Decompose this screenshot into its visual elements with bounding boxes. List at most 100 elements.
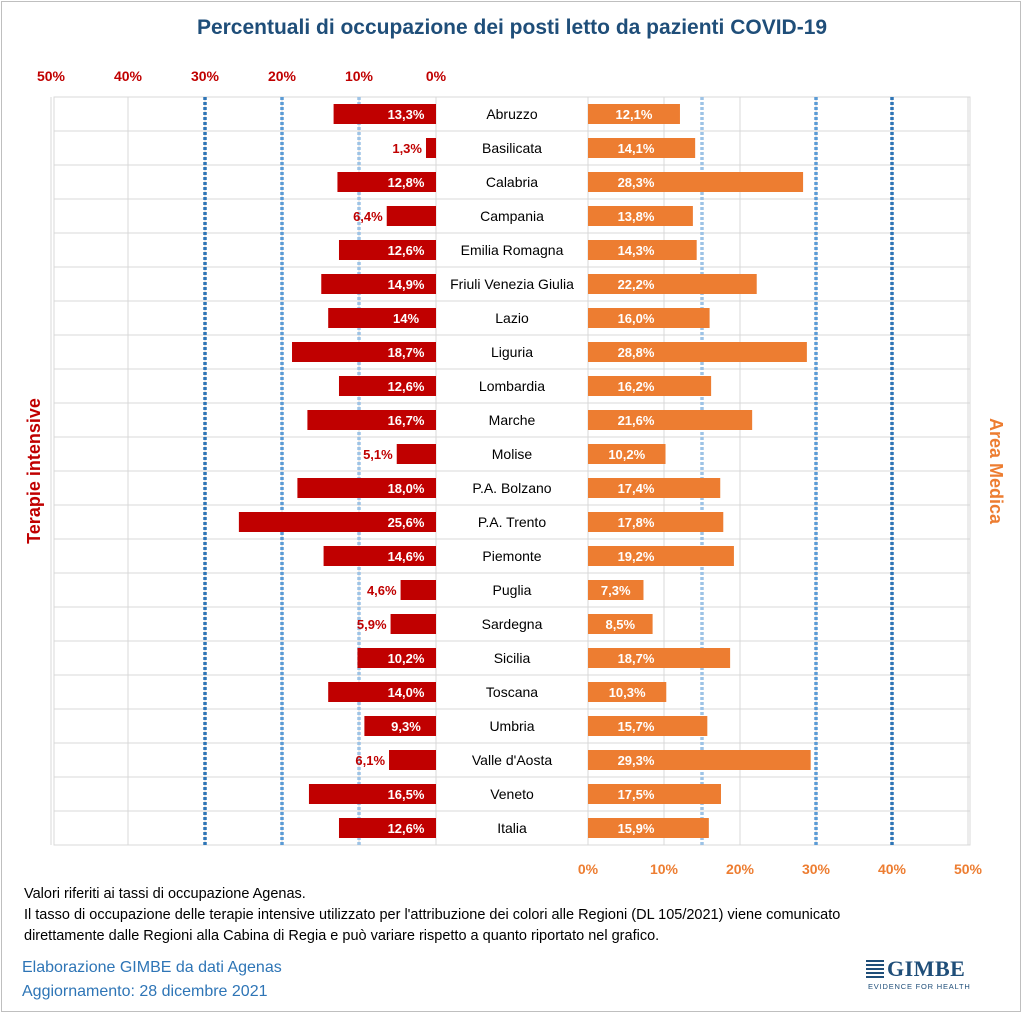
category-label: Molise xyxy=(492,446,533,462)
left-bar xyxy=(425,138,436,158)
chart-title: Percentuali di occupazione dei posti let… xyxy=(196,16,828,39)
right-series-title: Area Medica xyxy=(986,418,1006,525)
right-bar xyxy=(588,512,724,532)
left-bar-label: 14% xyxy=(393,311,419,326)
left-bar-label: 16,5% xyxy=(388,787,425,802)
category-label: Campania xyxy=(480,208,544,224)
right-bar-label: 7,3% xyxy=(601,583,631,598)
right-bar-label: 21,6% xyxy=(618,413,655,428)
right-bar-label: 16,2% xyxy=(618,379,655,394)
right-bar xyxy=(588,342,807,362)
left-axis-tick-label: 40% xyxy=(114,68,143,84)
gimbe-logo: GIMBE EVIDENCE FOR HEALTH xyxy=(866,956,986,991)
left-bar xyxy=(308,784,436,804)
updated-text: Aggiornamento: 28 dicembre 2021 xyxy=(22,983,268,1000)
left-bar xyxy=(337,172,436,192)
left-bar xyxy=(328,682,436,702)
right-bar-label: 12,1% xyxy=(616,107,653,122)
right-bar xyxy=(588,750,811,770)
left-bar-label: 4,6% xyxy=(367,583,397,598)
right-bar xyxy=(588,138,696,158)
category-label: Emilia Romagna xyxy=(461,242,564,258)
right-axis-tick-label: 0% xyxy=(578,861,599,877)
left-bar-label: 1,3% xyxy=(392,141,422,156)
left-bar xyxy=(338,240,436,260)
right-bar xyxy=(588,818,709,838)
category-label: Lazio xyxy=(495,310,529,326)
right-bar xyxy=(588,648,731,668)
left-bar-label: 12,8% xyxy=(388,175,425,190)
right-axis-tick-label: 30% xyxy=(802,861,831,877)
footer: Elaborazione GIMBE da dati Agenas Aggior… xyxy=(22,956,282,1004)
category-label: Basilicata xyxy=(482,140,542,156)
right-axis-tick-label: 50% xyxy=(954,861,983,877)
logo-tagline: EVIDENCE FOR HEALTH xyxy=(868,982,971,991)
left-bar xyxy=(357,648,436,668)
right-bar xyxy=(588,716,708,736)
category-label: Marche xyxy=(489,412,536,428)
left-bar-label: 12,6% xyxy=(388,379,425,394)
left-bar xyxy=(386,206,436,226)
left-bar xyxy=(338,818,436,838)
right-bar xyxy=(588,376,712,396)
left-bar-label: 14,6% xyxy=(388,549,425,564)
right-bar-label: 19,2% xyxy=(618,549,655,564)
left-bar xyxy=(321,274,436,294)
left-series-title: Terapie intensive xyxy=(24,398,44,544)
left-axis-tick-label: 10% xyxy=(345,68,374,84)
left-bar xyxy=(292,342,436,362)
left-bar xyxy=(400,580,436,600)
right-bar-label: 10,3% xyxy=(609,685,646,700)
right-bar-label: 15,7% xyxy=(618,719,655,734)
category-label: P.A. Bolzano xyxy=(472,480,551,496)
right-bar xyxy=(588,410,753,430)
right-bar xyxy=(588,172,804,192)
right-bar-label: 8,5% xyxy=(605,617,635,632)
right-bar xyxy=(588,546,734,566)
logo-word: GIMBE xyxy=(887,956,966,981)
category-label: Sardegna xyxy=(482,616,543,632)
left-axis-tick-label: 30% xyxy=(191,68,220,84)
right-bar xyxy=(588,614,653,634)
category-label: Lombardia xyxy=(479,378,545,394)
right-bar-label: 22,2% xyxy=(618,277,655,292)
right-bar xyxy=(588,240,697,260)
gimbe-logo-icon xyxy=(866,960,884,978)
category-label: Piemonte xyxy=(482,548,541,564)
right-bar-label: 17,4% xyxy=(618,481,655,496)
right-axis-tick-label: 20% xyxy=(726,861,755,877)
right-bar-label: 10,2% xyxy=(608,447,645,462)
left-bar xyxy=(328,308,436,328)
left-bar-label: 14,0% xyxy=(388,685,425,700)
left-bar-label: 16,7% xyxy=(388,413,425,428)
left-axis-tick-label: 50% xyxy=(37,68,66,84)
right-bar xyxy=(588,580,644,600)
left-bar-label: 12,6% xyxy=(388,821,425,836)
note-line-3: direttamente dalle Regioni alla Cabina d… xyxy=(24,928,660,944)
right-bar-label: 18,7% xyxy=(618,651,655,666)
category-label: Puglia xyxy=(493,582,532,598)
right-bar xyxy=(588,104,680,124)
right-bar-label: 28,8% xyxy=(618,345,655,360)
right-bar-label: 29,3% xyxy=(618,753,655,768)
right-bar xyxy=(588,478,721,498)
category-label: Valle d'Aosta xyxy=(472,752,552,768)
left-bar-label: 18,7% xyxy=(388,345,425,360)
left-bar xyxy=(238,512,436,532)
category-label: Friuli Venezia Giulia xyxy=(450,276,574,292)
right-bar xyxy=(588,682,667,702)
category-label: Veneto xyxy=(490,786,534,802)
note-line-2: Il tasso di occupazione delle terapie in… xyxy=(24,907,841,923)
butterfly-bar-chart: 50% 40% 30% 20% 10% 0% 0% 10% 20% 30% 40% 50% Terapi… xyxy=(24,68,1006,877)
right-bar xyxy=(588,444,666,464)
category-label: Toscana xyxy=(486,684,538,700)
left-bar-label: 18,0% xyxy=(388,481,425,496)
left-bar xyxy=(323,546,436,566)
note-line-1: Valori riferiti ai tassi di occupazione … xyxy=(24,886,306,902)
left-axis-tick-label: 20% xyxy=(268,68,297,84)
left-bar-label: 5,1% xyxy=(363,447,393,462)
left-bar xyxy=(396,444,436,464)
source-text: Elaborazione GIMBE da dati Agenas xyxy=(22,959,282,976)
left-bar xyxy=(333,104,436,124)
